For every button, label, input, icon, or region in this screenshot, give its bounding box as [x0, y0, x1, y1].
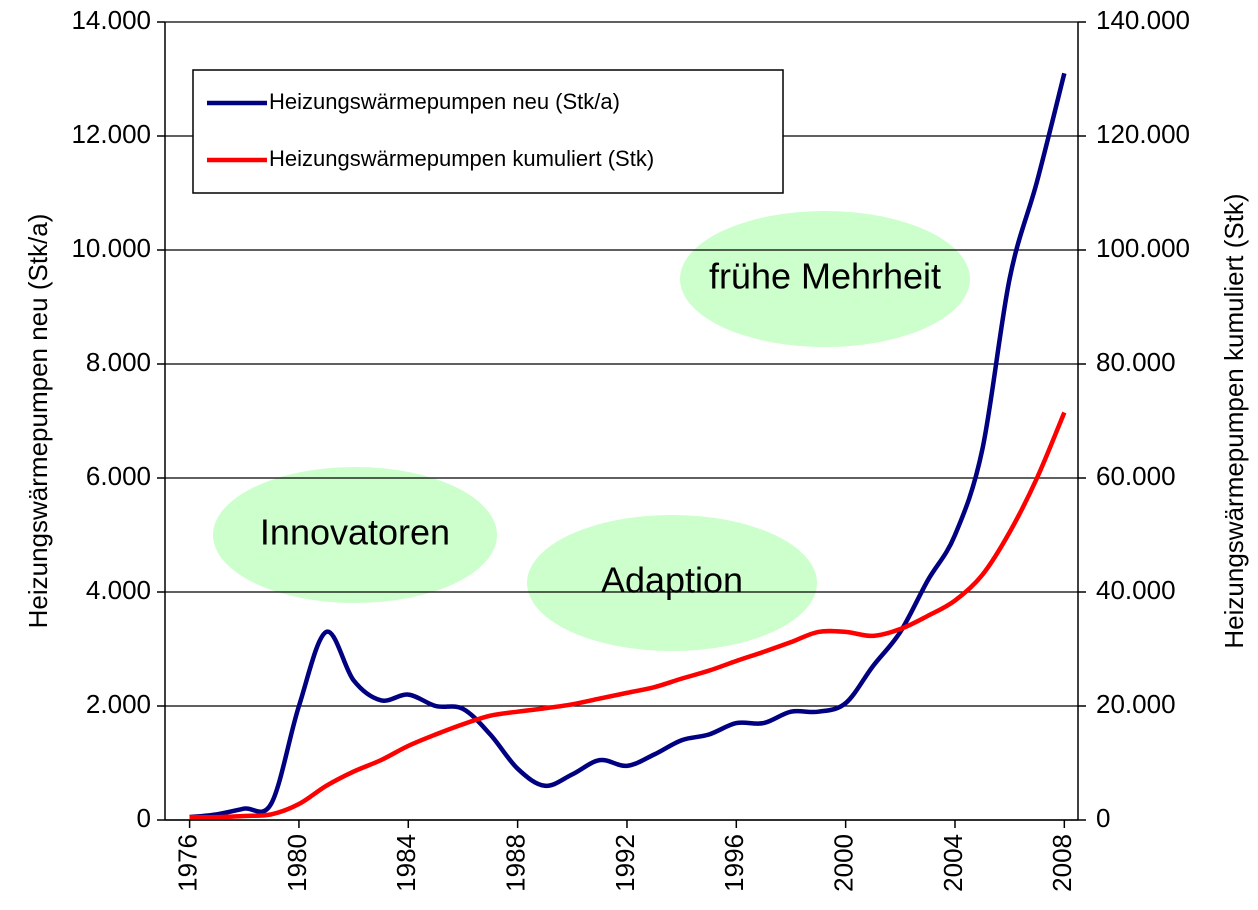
y2-axis-label: Heizungswärmepumpen kumuliert (Stk): [1219, 193, 1249, 648]
y2-tick-label: 60.000: [1096, 461, 1176, 491]
x-tick-label: 2000: [829, 834, 859, 892]
y-tick-label: 10.000: [71, 233, 151, 263]
x-tick-label: 1988: [501, 834, 531, 892]
y-tick-label: 12.000: [71, 119, 151, 149]
x-tick-label: 1976: [172, 834, 202, 892]
y-tick-label: 8.000: [86, 347, 151, 377]
y-tick-label: 0: [137, 803, 151, 833]
y2-tick-label: 40.000: [1096, 575, 1176, 605]
x-tick-label: 1980: [282, 834, 312, 892]
y-tick-label: 2.000: [86, 689, 151, 719]
legend-label: Heizungswärmepumpen kumuliert (Stk): [269, 146, 654, 171]
y-tick-label: 14.000: [71, 5, 151, 35]
y2-tick-label: 80.000: [1096, 347, 1176, 377]
y2-tick-label: 140.000: [1096, 5, 1190, 35]
annotation: Adaption: [601, 560, 743, 601]
annotation: frühe Mehrheit: [709, 256, 941, 297]
y-axis-label: Heizungswärmepumpen neu (Stk/a): [23, 214, 53, 629]
x-tick-label: 2008: [1047, 834, 1077, 892]
x-tick-label: 1992: [610, 834, 640, 892]
annotation: Innovatoren: [260, 512, 450, 553]
annotation-bubble: [680, 211, 970, 347]
y2-tick-label: 20.000: [1096, 689, 1176, 719]
y-tick-label: 6.000: [86, 461, 151, 491]
annotation-bubble: [213, 467, 497, 603]
y-tick-label: 4.000: [86, 575, 151, 605]
legend-box: [192, 69, 784, 194]
x-tick-label: 1984: [391, 834, 421, 892]
x-tick-label: 1996: [719, 834, 749, 892]
y2-tick-label: 0: [1096, 803, 1110, 833]
legend-label: Heizungswärmepumpen neu (Stk/a): [269, 89, 620, 114]
series-line: [189, 411, 1067, 820]
annotation-bubble: [527, 515, 817, 651]
y2-tick-label: 100.000: [1096, 233, 1190, 263]
x-tick-label: 2004: [938, 834, 968, 892]
series-line: [189, 72, 1067, 820]
y2-tick-label: 120.000: [1096, 119, 1190, 149]
